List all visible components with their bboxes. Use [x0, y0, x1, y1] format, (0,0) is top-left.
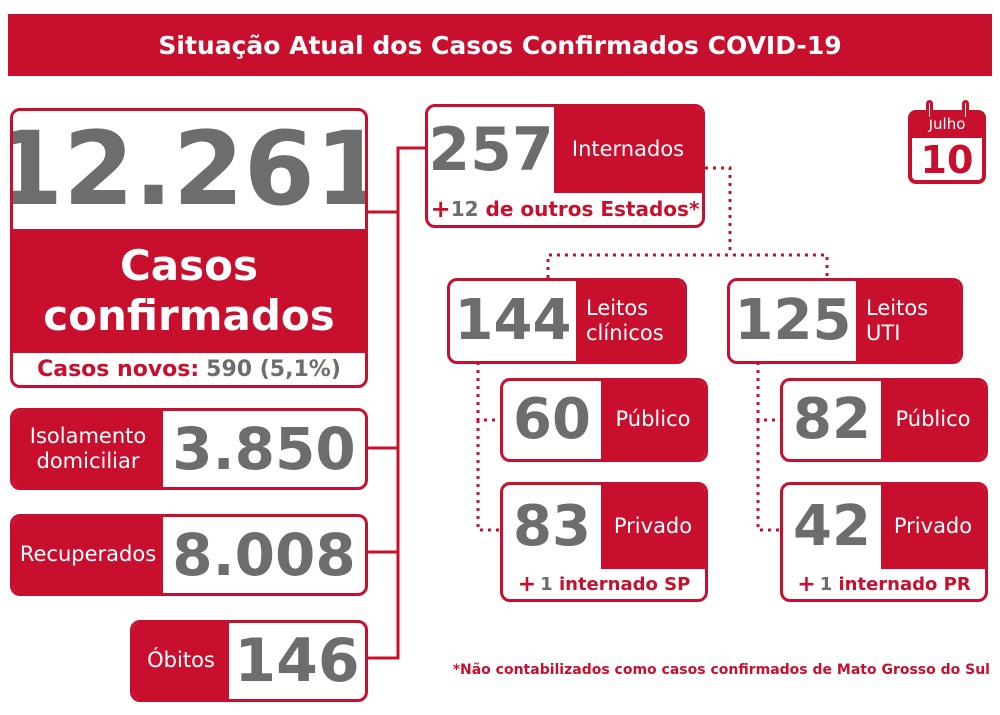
hospitalized-note-text: de outros Estados*	[478, 197, 700, 221]
plus-icon: +	[430, 195, 451, 223]
clinical-beds-card: 144 Leitos clínicos	[447, 278, 687, 364]
header-bar: Situação Atual dos Casos Confirmados COV…	[8, 14, 992, 76]
clinical-private-label-block: Privado	[601, 485, 705, 569]
icu-beds-label-block: Leitos UTI	[856, 281, 960, 361]
confirmed-label-block: Casos confirmados	[13, 229, 365, 353]
confirmed-cases-card: 12.261 Casos confirmados Casos novos: 59…	[10, 108, 368, 388]
deaths-label: Óbitos	[147, 648, 215, 673]
clinical-private-note-text: internado SP	[552, 573, 691, 595]
recovered-label: Recuperados	[19, 542, 157, 567]
hospitalized-note: + 12 de outros Estados*	[428, 193, 702, 225]
clinical-private-value: 83	[513, 494, 591, 559]
calendar-month: Julho	[908, 110, 986, 138]
clinical-private-card: 83 Privado + 1 internado SP	[500, 482, 708, 602]
recovered-label-block: Recuperados	[13, 517, 163, 593]
calendar-icon: Julho 10	[908, 100, 988, 186]
icu-private-note-text: internado PR	[832, 573, 971, 595]
icu-public-label-block: Público	[881, 381, 985, 459]
clinical-beds-label-line2: clínicos	[586, 321, 664, 345]
icu-beds-label-line2: UTI	[866, 321, 901, 345]
hospitalized-label-block: Internados	[554, 107, 702, 193]
recovered-card: Recuperados 8.008	[10, 514, 368, 596]
footnote: *Não contabilizados como casos confirmad…	[452, 662, 990, 678]
clinical-private-label: Privado	[613, 514, 693, 539]
icu-private-value: 42	[793, 494, 871, 559]
icu-private-card: 42 Privado + 1 internado PR	[780, 482, 988, 602]
icu-beds-label-line1: Leitos	[866, 295, 929, 320]
clinical-public-label: Público	[615, 407, 691, 432]
page-title: Situação Atual dos Casos Confirmados COV…	[158, 30, 842, 60]
clinical-beds-label-line1: Leitos	[586, 295, 649, 320]
recovered-value: 8.008	[172, 521, 356, 589]
icu-private-note: + 1 internado PR	[783, 569, 985, 599]
deaths-value: 146	[234, 626, 360, 696]
isolation-label-line2: domiciliar	[36, 449, 140, 473]
new-cases-value: 590 (5,1%)	[206, 356, 341, 382]
icu-private-label: Privado	[893, 514, 973, 539]
icu-public-label: Público	[895, 407, 971, 432]
icu-public-value: 82	[793, 387, 871, 452]
hospitalized-card: 257 Internados + 12 de outros Estados*	[425, 104, 705, 228]
confirmed-label-line2: confirmados	[43, 291, 335, 340]
isolation-label-block: Isolamento domiciliar	[13, 411, 163, 487]
hospitalized-value: 257	[428, 115, 554, 185]
plus-icon: +	[517, 571, 537, 597]
confirmed-label-line1: Casos	[119, 240, 259, 290]
deaths-card: Óbitos 146	[130, 620, 368, 702]
deaths-label-block: Óbitos	[133, 623, 229, 699]
clinical-beds-value: 144	[454, 288, 572, 353]
calendar-day: 10	[920, 138, 974, 182]
icu-private-note-value: 1	[819, 573, 833, 595]
clinical-private-note-value: 1	[540, 573, 553, 595]
clinical-private-note: + 1 internado SP	[503, 569, 705, 599]
clinical-public-label-block: Público	[601, 381, 705, 459]
icu-public-card: 82 Público	[780, 378, 988, 462]
clinical-beds-label-block: Leitos clínicos	[576, 281, 684, 361]
isolation-card: Isolamento domiciliar 3.850	[10, 408, 368, 490]
new-cases-row: Casos novos: 590 (5,1%)	[13, 353, 365, 385]
new-cases-label: Casos novos:	[37, 356, 200, 382]
icu-beds-card: 125 Leitos UTI	[727, 278, 963, 364]
icu-beds-value: 125	[734, 288, 852, 353]
confirmed-value: 12.261	[10, 110, 368, 229]
isolation-value: 3.850	[172, 415, 356, 483]
hospitalized-note-value: 12	[450, 197, 479, 221]
clinical-public-card: 60 Público	[500, 378, 708, 462]
icu-private-label-block: Privado	[881, 485, 985, 569]
hospitalized-label: Internados	[571, 137, 685, 162]
clinical-public-value: 60	[513, 387, 591, 452]
plus-icon: +	[797, 571, 816, 597]
isolation-label-line1: Isolamento	[29, 423, 147, 448]
